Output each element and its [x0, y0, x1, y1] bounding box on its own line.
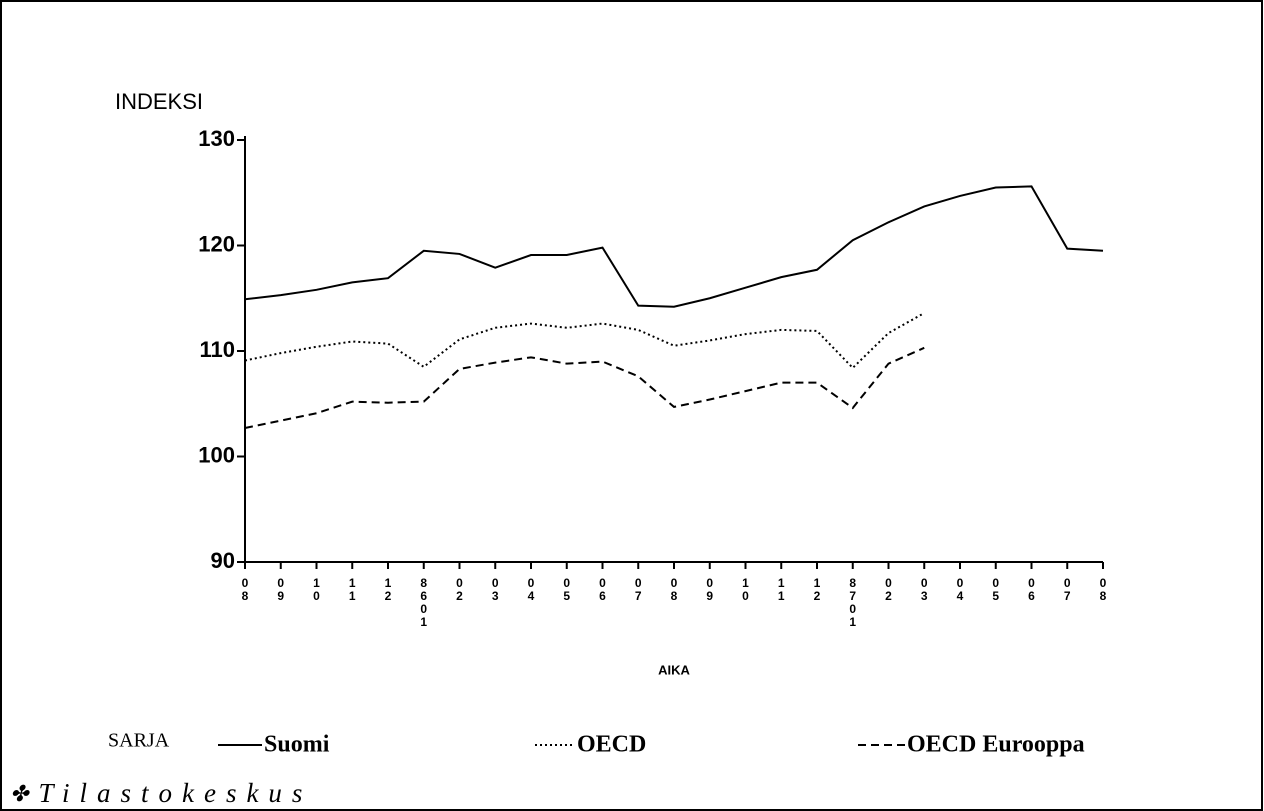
x-tick-label: 09 — [273, 576, 288, 602]
x-tick-label: 09 — [702, 576, 717, 602]
x-tick-label: 8701 — [845, 576, 860, 628]
x-tick-label: 08 — [238, 576, 252, 602]
logo: ✤ — [10, 781, 38, 806]
x-tick-label: 10 — [309, 576, 324, 602]
x-tick-label: 03 — [488, 576, 503, 602]
x-tick-label: 05 — [559, 576, 574, 602]
x-tick-label: 06 — [595, 576, 610, 602]
y-tick-label: 120 — [198, 231, 235, 256]
x-tick-label: 8601 — [416, 576, 431, 628]
x-tick-label: 08 — [1096, 576, 1110, 602]
y-tick-label: 110 — [200, 337, 236, 362]
x-tick-label: 02 — [881, 576, 896, 602]
x-tick-label: 07 — [631, 576, 646, 602]
x-tick-label: 04 — [524, 576, 538, 602]
source: ✤Tilastokeskus — [10, 778, 312, 808]
series-line — [244, 185, 1104, 308]
x-tick-label: 10 — [738, 576, 753, 602]
x-axis-label: AIKA — [658, 662, 690, 677]
x-tick-label: 05 — [988, 576, 1003, 602]
y-tick-label: 90 — [211, 548, 235, 573]
legend-label: Suomi — [264, 732, 330, 758]
x-tick-label: 12 — [810, 576, 824, 602]
legend-label: OECD Eurooppa — [907, 732, 1085, 758]
legend-label: OECD — [577, 732, 646, 758]
y-axis-label: INDEKSI — [115, 89, 203, 114]
legend-title: SARJA — [108, 730, 170, 752]
y-tick-label: 130 — [198, 126, 235, 151]
series-line — [244, 312, 925, 370]
x-tick-label: 04 — [953, 576, 967, 602]
x-tick-label: 07 — [1060, 576, 1075, 602]
x-tick-label: 12 — [381, 576, 395, 602]
x-tick-label: 06 — [1024, 576, 1039, 602]
x-tick-label: 02 — [452, 576, 467, 602]
x-tick-label: 11 — [345, 576, 360, 602]
source-text: Tilastokeskus — [38, 778, 312, 808]
x-tick-label: 11 — [774, 576, 789, 602]
y-tick-label: 100 — [198, 442, 235, 467]
x-tick-label: 08 — [667, 576, 681, 602]
x-tick-label: 03 — [917, 576, 932, 602]
series-line — [244, 346, 925, 429]
